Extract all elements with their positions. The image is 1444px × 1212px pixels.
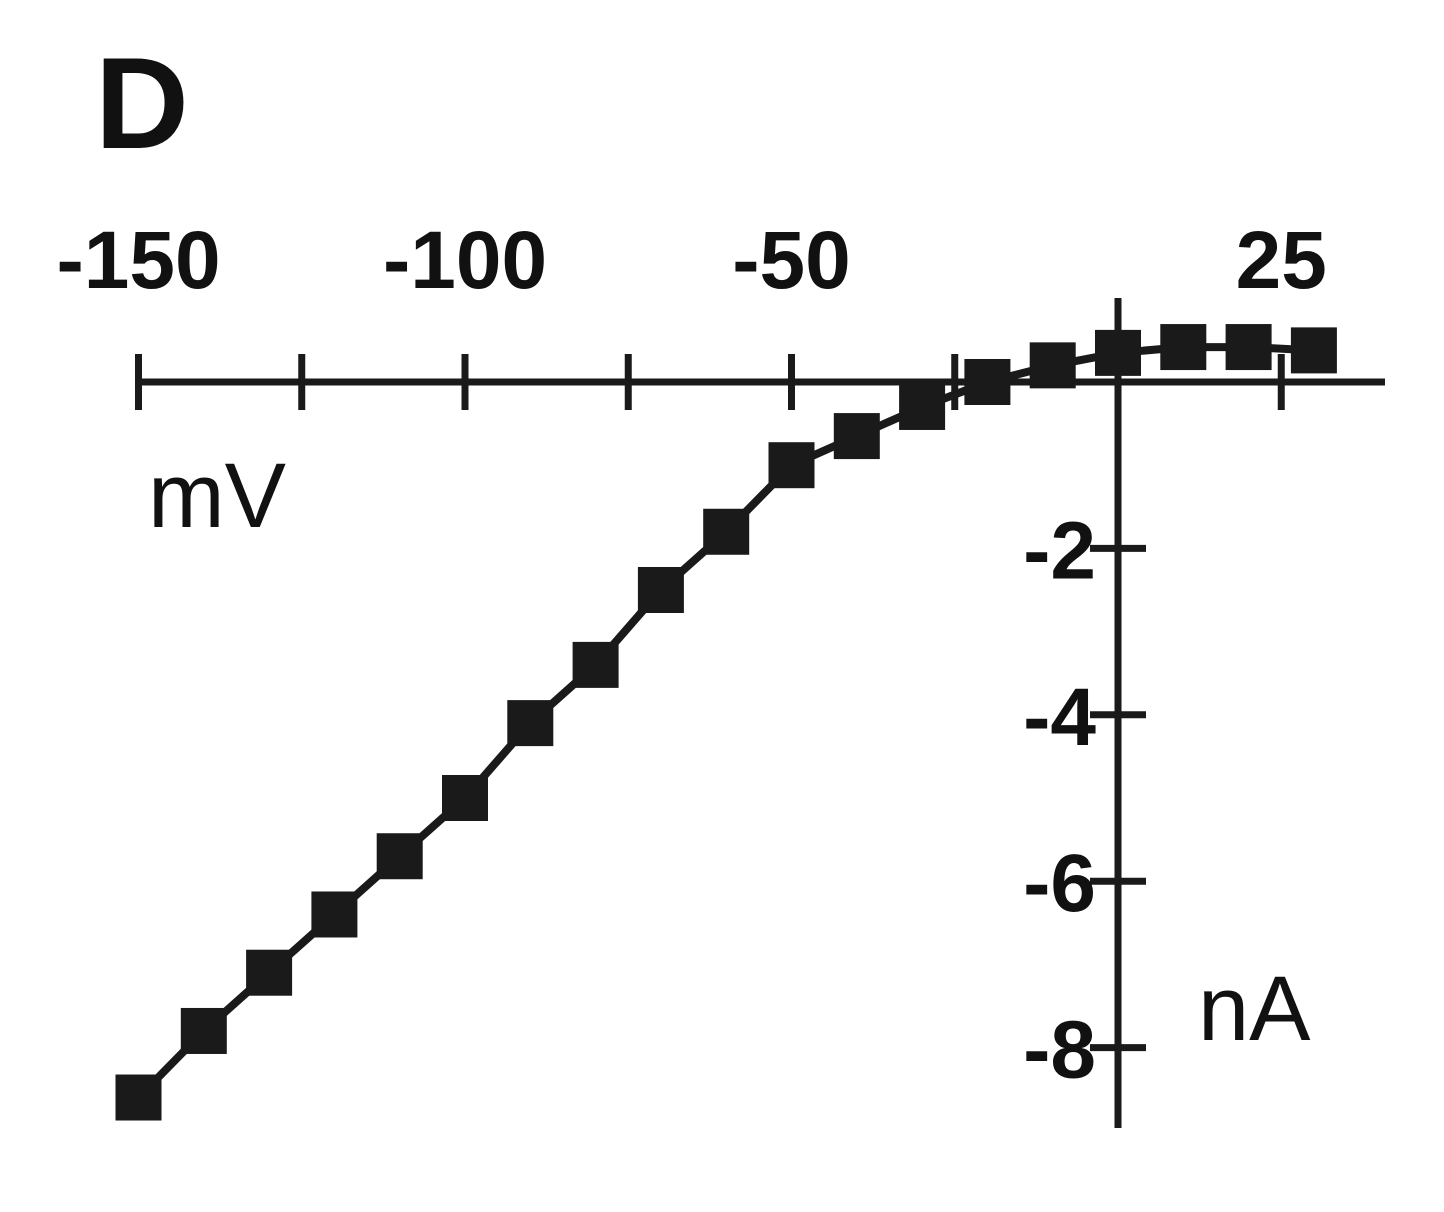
data-point [180, 1007, 227, 1054]
data-point [833, 413, 880, 460]
data-point [115, 1074, 162, 1121]
x-axis-label: mV [148, 445, 286, 547]
series-line [135, 343, 1315, 1101]
data-point [1095, 329, 1141, 376]
data-point [1290, 327, 1337, 374]
panel-label: D [95, 30, 189, 176]
data-point [311, 891, 358, 938]
data-point [376, 833, 423, 880]
x-tick-label: -150 [56, 215, 220, 306]
x-tick-label: 25 [1236, 215, 1327, 306]
y-axis-label: nA [1198, 958, 1311, 1060]
x-tick-label: -50 [732, 215, 851, 306]
data-point [572, 641, 619, 688]
data-point [442, 775, 488, 821]
data-point [1160, 324, 1207, 371]
axes [135, 298, 1385, 1128]
y-tick-labels: -2 -4 -6 -8 [1023, 505, 1096, 1095]
data-point [768, 442, 815, 489]
data-point [507, 700, 554, 747]
data-point [1225, 324, 1272, 371]
data-point [703, 508, 750, 555]
y-tick-label: -4 [1023, 672, 1096, 763]
data-point [1029, 342, 1076, 389]
data-point [964, 359, 1011, 405]
x-tick-labels: -150 -100 -50 25 [56, 215, 1326, 306]
y-tick-label: -2 [1023, 505, 1096, 596]
data-point [899, 383, 946, 430]
data-point [637, 567, 684, 613]
x-tick-label: -100 [383, 215, 547, 306]
series-group [115, 324, 1337, 1121]
data-point [246, 949, 293, 996]
y-tick-label: -8 [1023, 1005, 1096, 1096]
y-tick-label: -6 [1023, 838, 1096, 929]
